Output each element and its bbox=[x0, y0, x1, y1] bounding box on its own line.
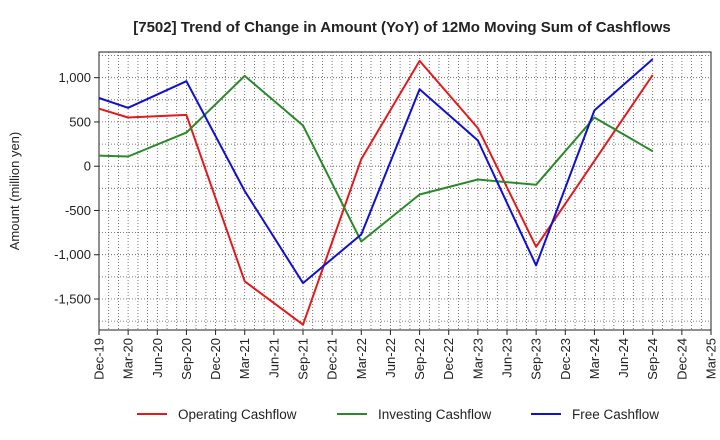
legend-label: Operating Cashflow bbox=[178, 407, 297, 422]
legend: Operating Cashflow Investing Cashflow Free… bbox=[137, 407, 659, 422]
x-tick-label: Sep-20 bbox=[179, 338, 194, 380]
x-tick-label: Sep-24 bbox=[645, 338, 660, 380]
x-tick-label: Sep-21 bbox=[296, 338, 311, 380]
y-tick-label: 0 bbox=[84, 159, 91, 174]
x-tick-label: Dec-24 bbox=[674, 338, 689, 380]
x-tick-label: Mar-24 bbox=[587, 338, 602, 379]
x-tick-label: Dec-21 bbox=[325, 338, 340, 380]
x-tick-label: Jun-21 bbox=[266, 338, 281, 378]
series-layer bbox=[98, 58, 654, 326]
plot-area bbox=[98, 51, 712, 331]
y-axis: 1,000 500 0 -500 -1,000 -1,500 bbox=[54, 70, 99, 307]
x-tick-label: Sep-22 bbox=[412, 338, 427, 380]
x-axis: Dec-19 Mar-20 Jun-20 Sep-20 Dec-20 Mar-21 Jun-… bbox=[92, 330, 719, 380]
y-tick-label: 1,000 bbox=[58, 70, 91, 85]
x-tick-label: Mar-25 bbox=[704, 338, 719, 379]
x-tick-label: Mar-20 bbox=[121, 338, 136, 379]
x-tick-label: Jun-20 bbox=[150, 338, 165, 378]
x-tick-label: Dec-22 bbox=[441, 338, 456, 380]
x-tick-label: Sep-23 bbox=[529, 338, 544, 380]
x-tick-label: Jun-23 bbox=[500, 338, 515, 378]
x-tick-label: Jun-24 bbox=[616, 338, 631, 378]
series-line-operating-cashflow bbox=[98, 59, 654, 326]
legend-label: Free Cashflow bbox=[572, 407, 659, 422]
x-tick-label: Mar-21 bbox=[237, 338, 252, 379]
chart-title: [7502] Trend of Change in Amount (YoY) o… bbox=[133, 19, 671, 36]
legend-label: Investing Cashflow bbox=[378, 407, 492, 422]
x-tick-label: Dec-20 bbox=[208, 338, 223, 380]
x-tick-label: Dec-19 bbox=[92, 338, 107, 380]
x-tick-label: Mar-23 bbox=[470, 338, 485, 379]
y-axis-label: Amount (million yen) bbox=[7, 132, 22, 251]
y-tick-label: 500 bbox=[69, 114, 91, 129]
x-tick-label: Dec-23 bbox=[558, 338, 573, 380]
y-tick-label: -500 bbox=[65, 203, 91, 218]
y-tick-label: -1,000 bbox=[54, 247, 91, 262]
x-tick-label: Jun-22 bbox=[383, 338, 398, 378]
x-tick-label: Mar-22 bbox=[354, 338, 369, 379]
y-tick-label: -1,500 bbox=[54, 292, 91, 307]
